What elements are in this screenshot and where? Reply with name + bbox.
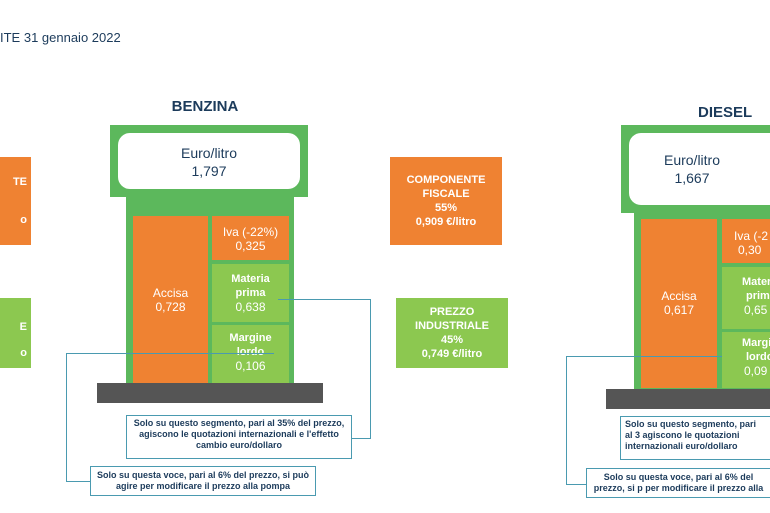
- diesel-materia-value: 0,65: [744, 303, 768, 317]
- benzina-margine-label-1: Margine: [229, 332, 272, 344]
- left-fiscal-box-partial: TE o: [0, 157, 31, 245]
- diesel-materia-label-1: Materi: [742, 276, 770, 288]
- diesel-accisa-label: Accisa: [661, 289, 697, 303]
- benzina-materia-value: 0,638: [235, 300, 266, 314]
- diesel-margine-value: 0,09: [744, 364, 768, 378]
- benzina-note-voce: Solo su questa voce, pari al 6% del prez…: [90, 466, 316, 496]
- diesel-note-voce: Solo su questa voce, pari al 6% del prez…: [586, 468, 770, 498]
- diesel-price-display: Euro/litro 1,667: [629, 133, 770, 205]
- benzina-industrial-box: PREZZO INDUSTRIALE 45% 0,749 €/litro: [396, 298, 508, 368]
- diesel-materia-label-2: prima: [746, 290, 770, 302]
- benzina-accisa-value: 0,728: [155, 300, 186, 314]
- diesel-margine-label-1: Margi: [742, 337, 770, 349]
- benzina-connector-materia-v: [370, 299, 371, 438]
- diesel-pump-base: [606, 389, 770, 409]
- benzina-display-price: 1,797: [191, 163, 227, 179]
- benzina-display-unit: Euro/litro: [180, 145, 238, 161]
- benzina-industrial-title-2: INDUSTRIALE: [415, 320, 489, 332]
- benzina-price-display: Euro/litro 1,797: [118, 133, 300, 189]
- benzina-fiscal-box: COMPONENTE FISCALE 55% 0,909 €/litro: [390, 157, 502, 245]
- left-fiscal-line-2: o: [20, 214, 27, 226]
- benzina-industrial-pct: 45%: [440, 334, 464, 346]
- benzina-accisa-label: Accisa: [152, 286, 189, 300]
- diesel-iva-value: 0,30: [738, 243, 762, 257]
- benzina-connector-margine-h2: [66, 481, 90, 482]
- diesel-connector-margine-h2: [566, 484, 586, 485]
- benzina-connector-margine-h1: [66, 353, 274, 354]
- diesel-materia-segment: Materi prima 0,65: [722, 267, 770, 329]
- benzina-connector-materia-h2: [352, 438, 371, 439]
- diesel-title: DIESEL: [698, 104, 753, 121]
- diesel-iva-label: Iva (-2: [734, 229, 769, 243]
- benzina-industrial-value: 0,749 €/litro: [421, 348, 483, 360]
- left-industrial-line-2: o: [20, 347, 27, 359]
- benzina-note-segment: Solo su questo segmento, pari al 35% del…: [126, 415, 352, 459]
- benzina-materia-label-1: Materia: [231, 273, 270, 285]
- diesel-accisa-value: 0,617: [663, 303, 695, 317]
- benzina-fiscal-title-2: FISCALE: [422, 188, 470, 200]
- diesel-display-price: 1,667: [674, 170, 710, 186]
- diesel-display-unit: Euro/litro: [663, 152, 721, 168]
- benzina-iva-segment: Iva (-22%) 0,325: [212, 216, 289, 260]
- benzina-margine-label-2: lordo: [236, 346, 265, 358]
- benzina-materia-segment: Materia prima 0,638: [212, 264, 289, 322]
- left-fiscal-line-1: TE: [12, 176, 27, 188]
- diesel-margine-label-2: lordo: [746, 351, 770, 363]
- benzina-iva-label: Iva (-22%): [222, 225, 279, 239]
- benzina-industrial-title-1: PREZZO: [429, 306, 475, 318]
- benzina-fiscal-title-1: COMPONENTE: [406, 174, 486, 186]
- benzina-connector-materia-h1: [278, 299, 370, 300]
- benzina-connector-margine-v: [66, 353, 67, 481]
- diesel-note-segment: Solo su questo segmento, pari al 3 agisc…: [620, 416, 770, 460]
- benzina-fiscal-value: 0,909 €/litro: [415, 216, 477, 228]
- benzina-fiscal-pct: 55%: [434, 202, 458, 214]
- diesel-connector-margine-v: [566, 356, 567, 484]
- benzina-pump-base: [97, 383, 323, 403]
- benzina-materia-label-2: prima: [235, 287, 266, 299]
- benzina-iva-value: 0,325: [235, 239, 266, 253]
- left-industrial-line-1: E: [19, 321, 27, 333]
- page-title: ITE 31 gennaio 2022: [0, 30, 121, 45]
- left-industrial-box-partial: E o: [0, 298, 31, 368]
- diesel-margine-segment: Margi lordo 0,09: [722, 332, 770, 388]
- diesel-connector-margine-h1: [566, 356, 722, 357]
- benzina-accisa-segment: Accisa 0,728: [133, 216, 208, 383]
- benzina-margine-value: 0,106: [235, 359, 266, 373]
- diesel-accisa-segment: Accisa 0,617: [641, 219, 717, 388]
- benzina-title: BENZINA: [171, 98, 239, 115]
- diesel-iva-segment: Iva (-2 0,30: [722, 219, 770, 263]
- benzina-margine-segment: Margine lordo 0,106: [212, 325, 289, 383]
